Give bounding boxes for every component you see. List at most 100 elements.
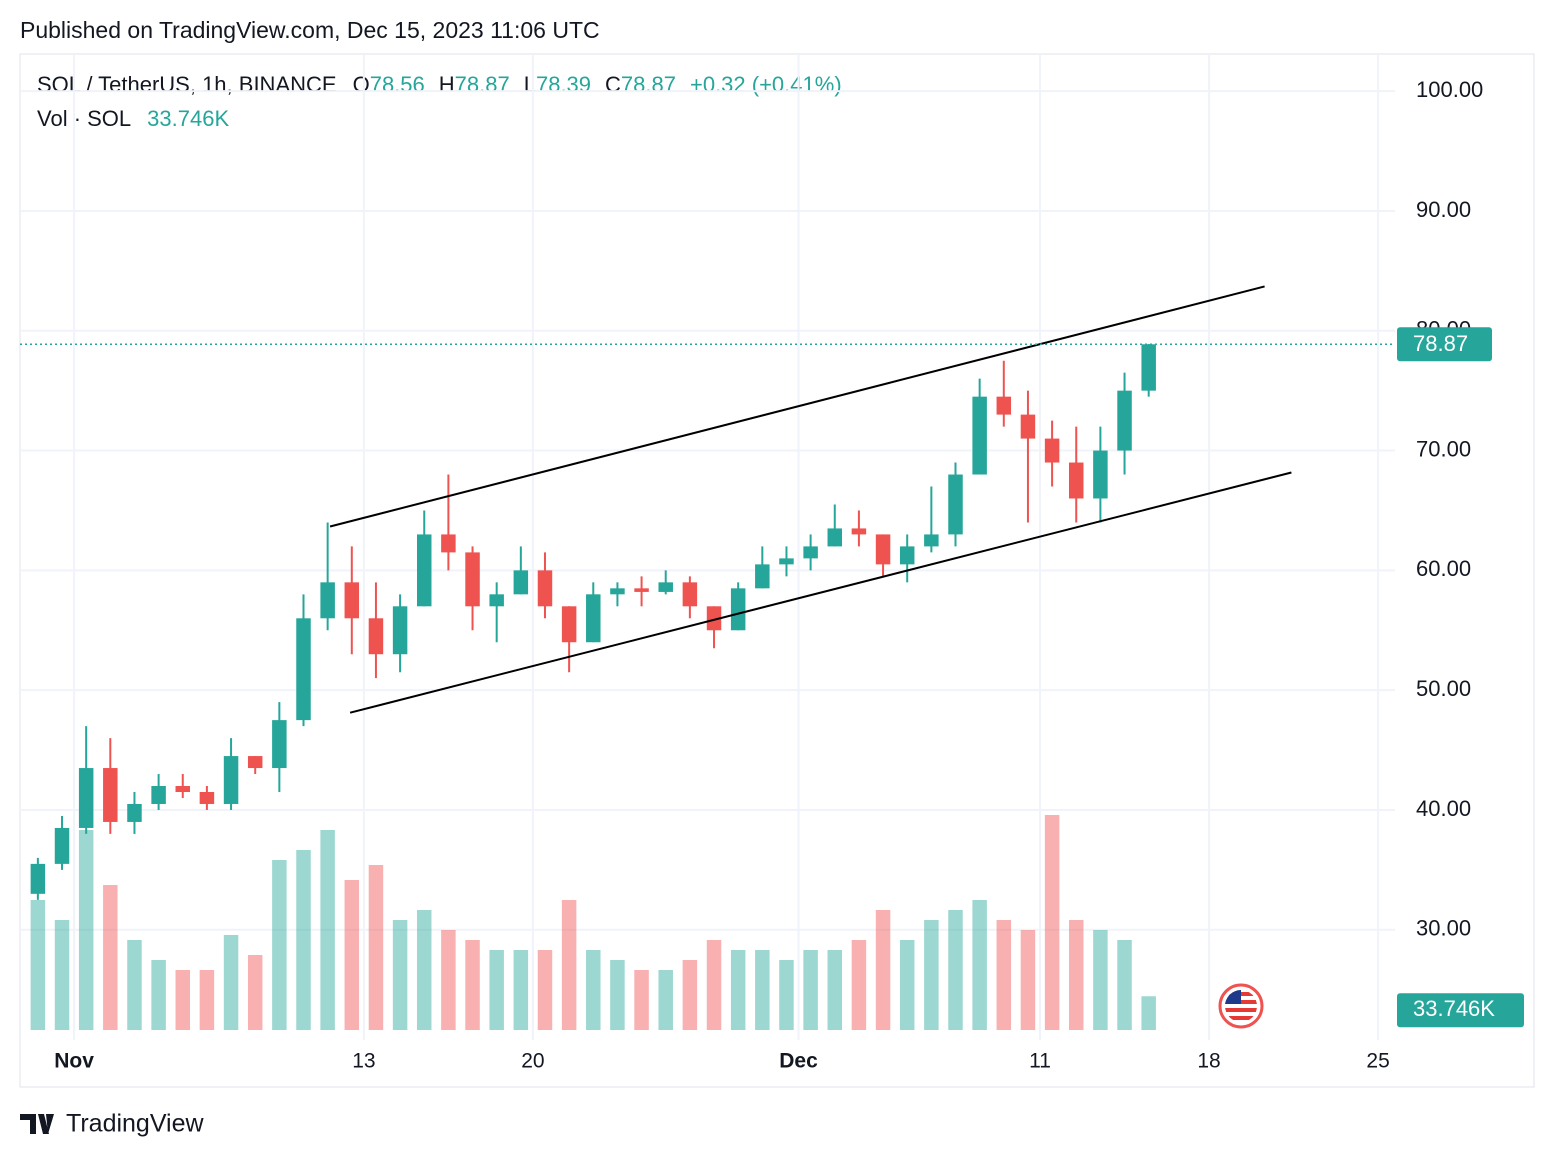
volume-bar bbox=[199, 970, 215, 1030]
volume-bar bbox=[610, 960, 625, 1030]
volume-bar bbox=[899, 940, 915, 1030]
candle-body bbox=[392, 606, 408, 655]
candle-body bbox=[151, 786, 166, 804]
candle-body bbox=[441, 534, 456, 553]
candle-body bbox=[1093, 450, 1108, 499]
candle-body bbox=[875, 534, 891, 565]
candle-body bbox=[272, 720, 287, 769]
candle-body bbox=[779, 558, 794, 565]
candle-body bbox=[127, 803, 142, 822]
volume-bar bbox=[851, 940, 867, 1030]
volume-bar bbox=[1068, 920, 1084, 1030]
candle-body bbox=[634, 588, 649, 592]
candle-body bbox=[103, 768, 118, 822]
candle-body bbox=[561, 606, 577, 643]
x-tick-label: 18 bbox=[1197, 1050, 1220, 1073]
symbol-name: SOL / TetherUS, 1h, BINANCE bbox=[37, 72, 337, 97]
last-price-badge bbox=[1397, 327, 1492, 362]
volume-badge-label: 33.746K bbox=[1413, 996, 1495, 1021]
ohlc-key: L bbox=[524, 72, 536, 97]
published-note: Published on TradingView.com, Dec 15, 20… bbox=[20, 17, 600, 43]
volume-bar bbox=[54, 920, 70, 1030]
grid bbox=[20, 54, 1395, 1040]
volume-badge bbox=[1397, 993, 1524, 1028]
brand-name: TradingView bbox=[66, 1110, 205, 1138]
volume-bar bbox=[1093, 930, 1108, 1030]
volume-bar bbox=[175, 970, 191, 1030]
candle-body bbox=[827, 528, 843, 547]
candle-body bbox=[924, 534, 939, 547]
candle-body bbox=[537, 570, 553, 607]
volume-bar bbox=[320, 830, 335, 1030]
candle-body bbox=[996, 396, 1012, 415]
candle-body bbox=[465, 552, 480, 607]
candle-body bbox=[948, 474, 963, 535]
candle-body bbox=[320, 582, 335, 619]
y-tick-label: 60.00 bbox=[1416, 556, 1471, 581]
candle-body bbox=[1044, 438, 1060, 463]
volume-bar bbox=[561, 900, 577, 1030]
candle-body bbox=[1141, 344, 1156, 391]
volume-bar bbox=[416, 910, 432, 1030]
volume-bar bbox=[489, 950, 504, 1030]
y-tick-label: 70.00 bbox=[1416, 436, 1471, 461]
volume-bar bbox=[392, 920, 408, 1030]
volume-bar bbox=[634, 970, 649, 1030]
volume-bar bbox=[682, 960, 698, 1030]
volume-name: Vol · SOL bbox=[37, 106, 131, 131]
volume-bar bbox=[730, 950, 746, 1030]
y-tick-label: 50.00 bbox=[1416, 676, 1471, 701]
candle-body bbox=[175, 786, 191, 793]
volume-bar bbox=[272, 860, 287, 1030]
candle-body bbox=[730, 588, 746, 631]
volume-bar bbox=[127, 940, 142, 1030]
x-tick-label: Nov bbox=[54, 1050, 94, 1073]
x-tick-label: 11 bbox=[1029, 1050, 1051, 1073]
volume-bar bbox=[465, 940, 480, 1030]
volume-bar bbox=[223, 935, 239, 1030]
volume-bar bbox=[924, 920, 939, 1030]
candle-body bbox=[368, 618, 384, 655]
ohlc-key: C bbox=[605, 72, 621, 97]
candle-body bbox=[489, 594, 504, 607]
candle-body bbox=[296, 618, 311, 721]
volume-bar bbox=[586, 950, 601, 1030]
candle-body bbox=[223, 756, 239, 804]
candle-body bbox=[972, 396, 987, 475]
candle-body bbox=[78, 768, 94, 828]
candle-body bbox=[1068, 462, 1084, 499]
candle-body bbox=[416, 534, 432, 607]
ohlc-value: 78.87 bbox=[455, 72, 510, 97]
y-tick-label: 90.00 bbox=[1416, 197, 1471, 222]
volume-bar bbox=[948, 910, 963, 1030]
flag-icon bbox=[1218, 983, 1264, 1029]
candle-body bbox=[1117, 390, 1132, 451]
candle-body bbox=[755, 564, 770, 589]
volume-bar bbox=[1020, 930, 1036, 1030]
candle-body bbox=[1020, 414, 1036, 439]
volume-bar bbox=[803, 950, 818, 1030]
x-tick-label: Dec bbox=[779, 1050, 818, 1073]
volume-bar bbox=[247, 955, 263, 1030]
x-tick-label: 25 bbox=[1366, 1050, 1389, 1073]
candle-body bbox=[30, 863, 46, 894]
volume-legend: Vol · SOL 33.746K bbox=[37, 106, 229, 131]
ohlc-value: 78.56 bbox=[370, 72, 425, 97]
x-tick-label: 13 bbox=[352, 1050, 375, 1073]
volume-bar bbox=[875, 910, 891, 1030]
volume-bar bbox=[996, 920, 1012, 1030]
volume-bar bbox=[755, 950, 770, 1030]
ohlc-value: 78.39 bbox=[536, 72, 591, 97]
volume-bar bbox=[344, 880, 360, 1030]
ohlc-value: 78.87 bbox=[621, 72, 676, 97]
volume-bar bbox=[151, 960, 166, 1030]
candle-body bbox=[610, 588, 625, 595]
volume-bar bbox=[78, 830, 94, 1030]
candle-body bbox=[586, 594, 601, 643]
last-price-label: 78.87 bbox=[1413, 331, 1468, 356]
candle-body bbox=[513, 570, 529, 595]
volume-bar bbox=[827, 950, 843, 1030]
x-tick-label: 20 bbox=[521, 1050, 544, 1073]
